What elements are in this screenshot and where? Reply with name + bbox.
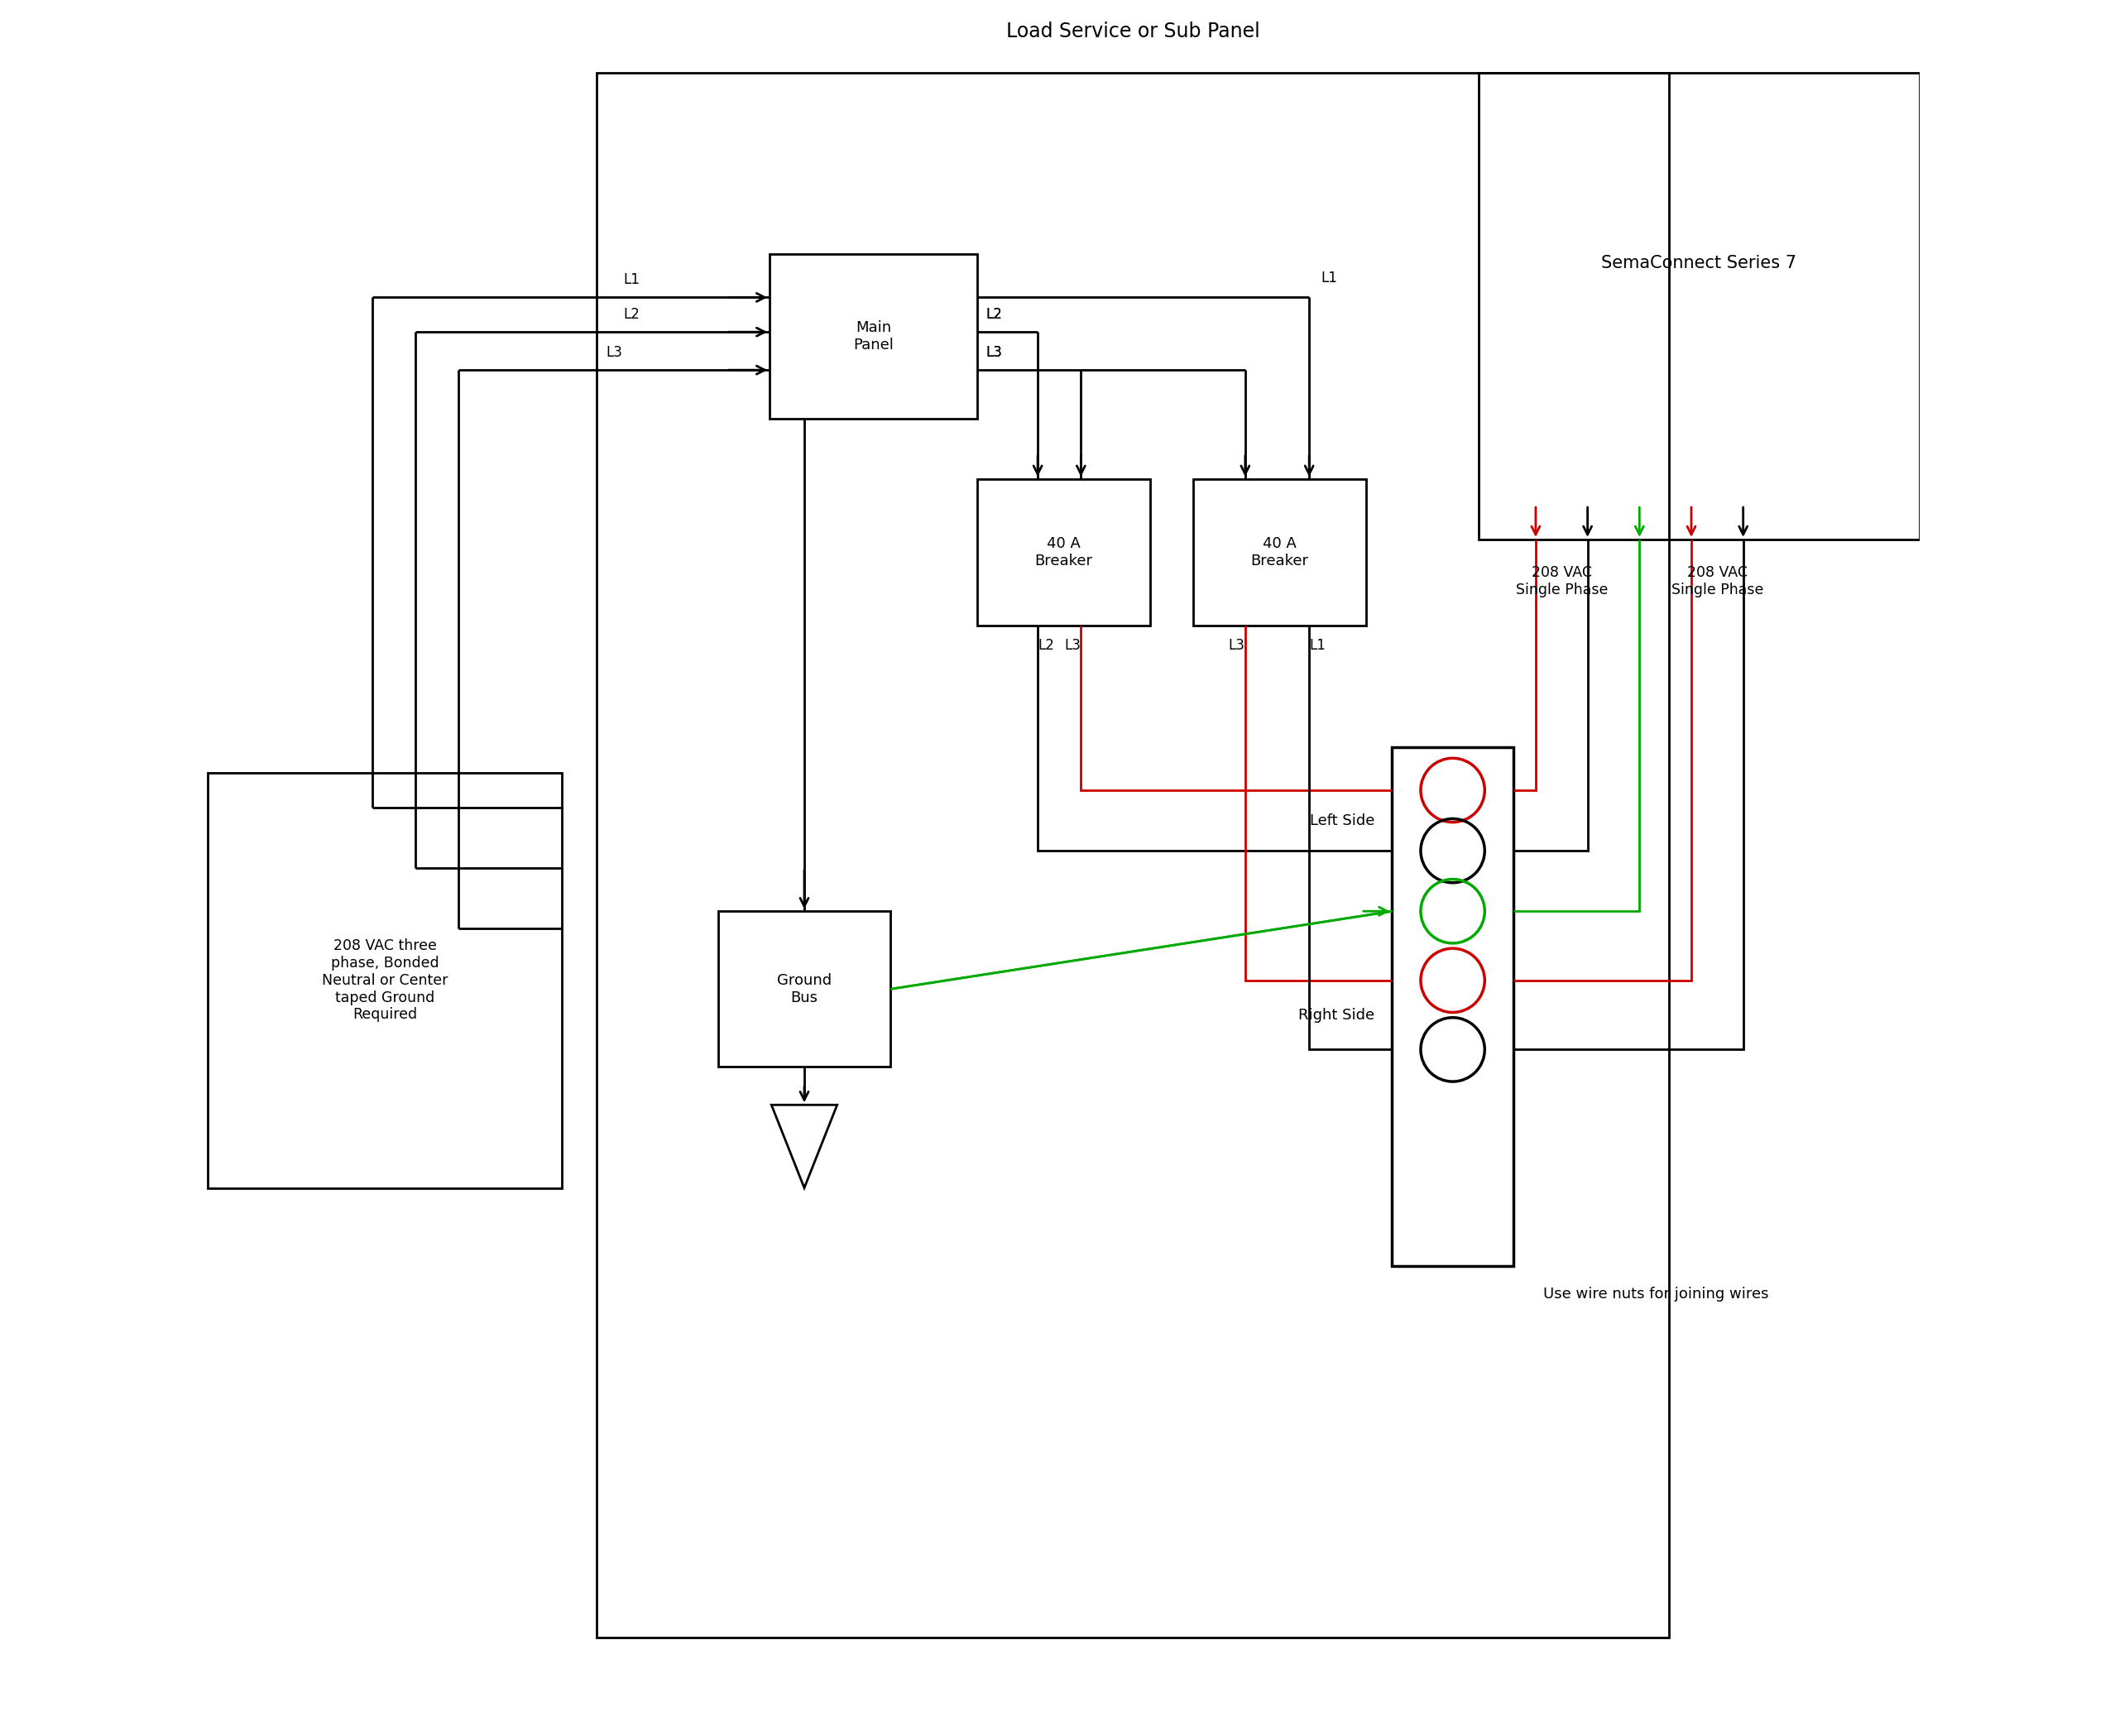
Text: 40 A
Breaker: 40 A Breaker bbox=[1251, 536, 1308, 568]
Text: 208 VAC
Single Phase: 208 VAC Single Phase bbox=[1515, 566, 1608, 597]
Text: 208 VAC
Single Phase: 208 VAC Single Phase bbox=[1671, 566, 1764, 597]
Text: Main
Panel: Main Panel bbox=[852, 319, 895, 352]
Bar bbox=[770, 253, 977, 418]
Bar bbox=[597, 73, 1669, 1637]
Text: L2: L2 bbox=[1038, 639, 1055, 653]
Text: L3: L3 bbox=[1228, 639, 1245, 653]
Bar bbox=[977, 479, 1150, 627]
Bar bbox=[207, 773, 561, 1187]
Text: Load Service or Sub Panel: Load Service or Sub Panel bbox=[1006, 21, 1260, 42]
Text: Left Side: Left Side bbox=[1310, 812, 1376, 828]
Bar bbox=[1479, 73, 1920, 540]
Text: L2: L2 bbox=[985, 307, 1002, 321]
Text: 208 VAC three
phase, Bonded
Neutral or Center
taped Ground
Required: 208 VAC three phase, Bonded Neutral or C… bbox=[323, 939, 447, 1023]
Text: L2: L2 bbox=[985, 307, 1002, 321]
Text: Right Side: Right Side bbox=[1298, 1007, 1376, 1023]
Text: L1: L1 bbox=[1310, 639, 1325, 653]
Text: Use wire nuts for joining wires: Use wire nuts for joining wires bbox=[1542, 1286, 1768, 1302]
Text: SemaConnect Series 7: SemaConnect Series 7 bbox=[1601, 255, 1798, 271]
Text: L2: L2 bbox=[625, 307, 639, 321]
Text: 40 A
Breaker: 40 A Breaker bbox=[1034, 536, 1093, 568]
Text: Ground
Bus: Ground Bus bbox=[776, 972, 831, 1005]
Text: L3: L3 bbox=[985, 345, 1002, 359]
Text: L3: L3 bbox=[985, 345, 1002, 359]
Bar bbox=[717, 911, 890, 1068]
Bar bbox=[1393, 746, 1513, 1266]
Bar bbox=[1194, 479, 1367, 627]
Text: L3: L3 bbox=[1063, 639, 1080, 653]
Text: L1: L1 bbox=[625, 273, 639, 286]
Text: L3: L3 bbox=[606, 345, 622, 359]
Text: L1: L1 bbox=[1321, 271, 1338, 285]
